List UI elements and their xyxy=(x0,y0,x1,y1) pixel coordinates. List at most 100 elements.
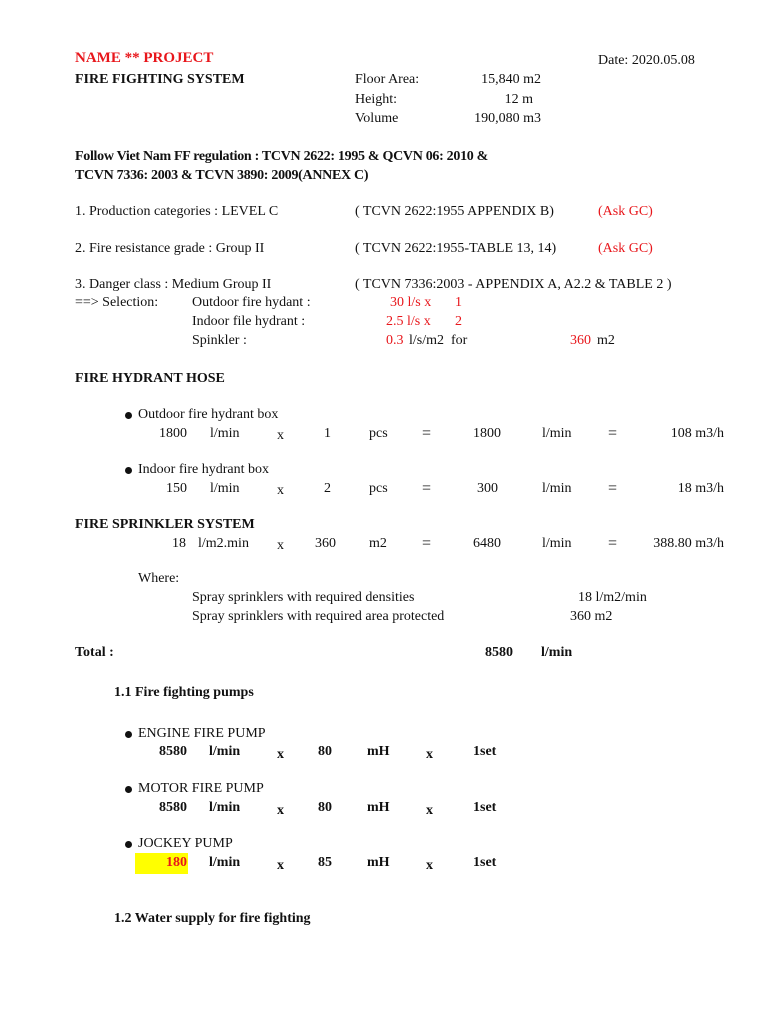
bullet-icon xyxy=(125,731,132,738)
total-unit: l/min xyxy=(541,645,573,660)
sprinkler-hourly: 388.80 m3/h xyxy=(653,536,724,551)
outdoor-hydrant-equals-2: = xyxy=(608,425,618,442)
jockey-pump-head-unit: mH xyxy=(367,855,390,870)
indoor-hydrant-total-unit: l/min xyxy=(542,481,572,496)
date: Date: 2020.05.08 xyxy=(598,53,695,68)
document-title: FIRE FIGHTING SYSTEM xyxy=(75,72,245,87)
regulation-line-2: TCVN 7336: 2003 & TCVN 3890: 2009(ANNEX … xyxy=(75,168,369,183)
indoor-hydrant-qty-unit: pcs xyxy=(369,481,388,496)
selection-sprinkler-density: 0.3 xyxy=(386,333,404,348)
sprinkler-flow: 18 xyxy=(172,536,186,551)
criteria-2-label: 2. Fire resistance grade : Group II xyxy=(75,241,265,256)
selection-indoor-qty: 2 xyxy=(455,314,462,329)
indoor-hydrant-equals: = xyxy=(422,480,432,497)
water-supply-title: 1.2 Water supply for fire fighting xyxy=(114,911,311,926)
criteria-3-label: 3. Danger class : Medium Group II xyxy=(75,277,272,292)
bullet-icon xyxy=(125,467,132,474)
criteria-3-reference: ( TCVN 7336:2003 - APPENDIX A, A2.2 & TA… xyxy=(355,277,672,292)
outdoor-hydrant-times: x xyxy=(277,428,284,443)
motor-pump-head-unit: mH xyxy=(367,800,390,815)
bullet-icon xyxy=(125,412,132,419)
area-protected-label: Spray sprinklers with required area prot… xyxy=(192,609,445,624)
jockey-pump-flow-unit: l/min xyxy=(209,855,241,870)
project-name: NAME ** PROJECT xyxy=(75,50,214,66)
motor-pump-times: x xyxy=(277,803,284,818)
jockey-pump-times: x xyxy=(277,858,284,873)
engine-pump-times-2: x xyxy=(426,747,433,762)
selection-sprinkler-area-unit: m2 xyxy=(597,333,615,348)
jockey-pump-head: 85 xyxy=(318,855,332,870)
hydrant-title: FIRE HYDRANT HOSE xyxy=(75,371,225,386)
flow-highlight xyxy=(135,853,188,874)
outdoor-hydrant-flow-unit: l/min xyxy=(210,426,240,441)
engine-pump-times: x xyxy=(277,747,284,762)
criteria-1-label: 1. Production categories : LEVEL C xyxy=(75,204,279,219)
outdoor-hydrant-qty-unit: pcs xyxy=(369,426,388,441)
selection-outdoor-qty: 1 xyxy=(455,295,462,310)
selection-sprinkler-area: 360 xyxy=(570,333,591,348)
jockey-pump-sets: 1set xyxy=(473,855,497,870)
sprinkler-total-unit: l/min xyxy=(542,536,572,551)
motor-pump-times-2: x xyxy=(426,803,433,818)
floor-area-label: Floor Area: xyxy=(355,72,420,87)
sprinkler-area: 360 xyxy=(315,536,336,551)
volume-value: 190,080 m3 xyxy=(474,111,541,126)
engine-pump-sets: 1set xyxy=(473,744,497,759)
bullet-icon xyxy=(125,786,132,793)
outdoor-hydrant-flow: 1800 xyxy=(159,426,187,441)
criteria-2-note: (Ask GC) xyxy=(598,241,653,256)
pumps-title: 1.1 Fire fighting pumps xyxy=(114,685,254,700)
indoor-hydrant-total: 300 xyxy=(477,481,498,496)
engine-pump-head-unit: mH xyxy=(367,744,390,759)
indoor-hydrant-label: Indoor fire hydrant box xyxy=(138,462,270,477)
indoor-hydrant-hourly: 18 m3/h xyxy=(677,481,724,496)
sprinkler-times: x xyxy=(277,538,284,553)
sprinkler-equals: = xyxy=(422,535,432,552)
sprinkler-title: FIRE SPRINKLER SYSTEM xyxy=(75,517,255,532)
criteria-1-note: (Ask GC) xyxy=(598,204,653,219)
selection-sprinkler-label: Spinkler : xyxy=(192,333,247,348)
density-label: Spray sprinklers with required densities xyxy=(192,590,415,605)
selection-outdoor-rate: 30 l/s x xyxy=(390,295,432,310)
where-label: Where: xyxy=(138,571,180,586)
indoor-hydrant-qty: 2 xyxy=(324,481,331,496)
total-label: Total : xyxy=(75,645,114,660)
bullet-icon xyxy=(125,841,132,848)
indoor-hydrant-flow-unit: l/min xyxy=(210,481,240,496)
sprinkler-equals-2: = xyxy=(608,535,618,552)
indoor-hydrant-times: x xyxy=(277,483,284,498)
floor-area-value: 15,840 m2 xyxy=(481,72,541,87)
selection-indoor-rate: 2.5 l/s x xyxy=(386,314,431,329)
sprinkler-area-unit: m2 xyxy=(369,536,387,551)
sprinkler-total: 6480 xyxy=(473,536,501,551)
indoor-hydrant-equals-2: = xyxy=(608,480,618,497)
selection-label: ==> Selection: xyxy=(75,295,159,310)
outdoor-hydrant-total-unit: l/min xyxy=(542,426,572,441)
selection-indoor-label: Indoor file hydrant : xyxy=(192,314,306,329)
selection-sprinkler-unit: l/s/m2 for xyxy=(409,333,468,348)
engine-pump-label: ENGINE FIRE PUMP xyxy=(138,726,266,741)
outdoor-hydrant-label: Outdoor fire hydrant box xyxy=(138,407,279,422)
volume-label: Volume xyxy=(355,111,399,126)
motor-pump-head: 80 xyxy=(318,800,332,815)
density-value: 18 l/m2/min xyxy=(578,590,647,605)
motor-pump-label: MOTOR FIRE PUMP xyxy=(138,781,264,796)
outdoor-hydrant-equals: = xyxy=(422,425,432,442)
engine-pump-flow: 8580 xyxy=(159,744,187,759)
regulation-line-1: Follow Viet Nam FF regulation : TCVN 262… xyxy=(75,149,489,164)
indoor-hydrant-flow: 150 xyxy=(166,481,187,496)
selection-outdoor-label: Outdoor fire hydant : xyxy=(192,295,311,310)
motor-pump-flow-unit: l/min xyxy=(209,800,241,815)
height-label: Height: xyxy=(355,92,397,107)
jockey-pump-flow: 180 xyxy=(166,855,187,870)
criteria-1-reference: ( TCVN 2622:1955 APPENDIX B) xyxy=(355,204,554,219)
outdoor-hydrant-qty: 1 xyxy=(324,426,331,441)
area-protected-value: 360 m2 xyxy=(570,609,613,624)
criteria-2-reference: ( TCVN 2622:1955-TABLE 13, 14) xyxy=(355,241,557,256)
jockey-pump-label: JOCKEY PUMP xyxy=(138,836,233,851)
motor-pump-sets: 1set xyxy=(473,800,497,815)
total-value: 8580 xyxy=(485,645,513,660)
sprinkler-flow-unit: l/m2.min xyxy=(198,536,249,551)
motor-pump-flow: 8580 xyxy=(159,800,187,815)
engine-pump-head: 80 xyxy=(318,744,332,759)
